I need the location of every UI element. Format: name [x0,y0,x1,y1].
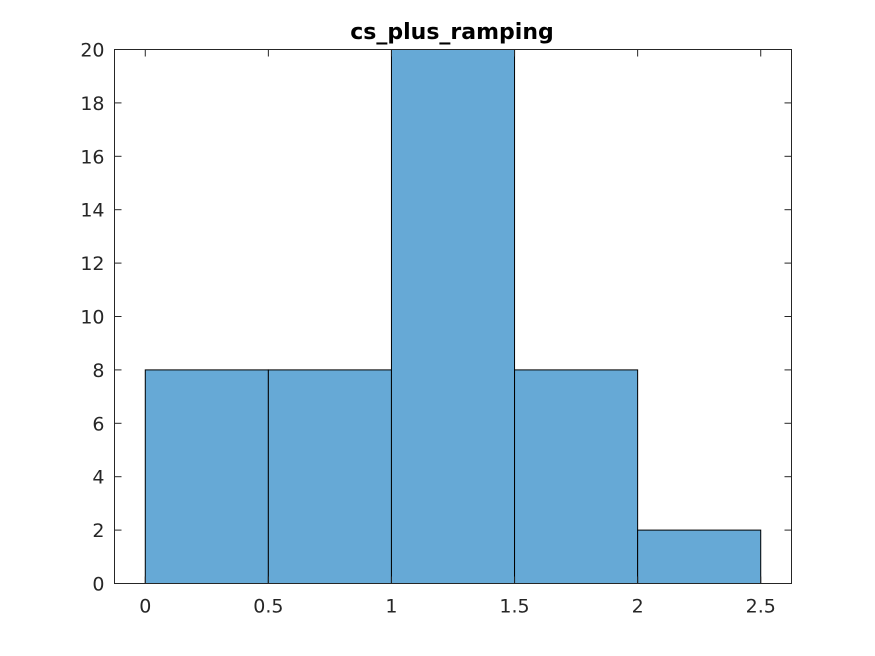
histogram-bar-3 [514,369,639,584]
y-tick-label-6: 12 [80,253,104,275]
histogram-bar-2 [390,49,516,584]
y-tick-label-7: 14 [80,200,104,222]
y-tick-label-1: 2 [92,520,104,542]
y-tick-labels: 0 2 4 6 8 10 12 14 16 18 20 [80,40,104,596]
x-tick-labels: 0 0.5 1 1.5 2 2.5 [139,596,776,618]
bars-group [144,49,762,584]
y-tick-label-2: 4 [92,467,104,489]
y-tick-label-5: 10 [80,307,104,329]
y-tick-label-3: 6 [92,413,104,435]
x-tick-label-0: 0 [139,596,151,618]
x-tick-label-3: 1.5 [499,596,529,618]
y-tick-label-4: 8 [92,360,104,382]
histogram-bar-4 [637,529,762,584]
histogram-bar-0 [144,369,269,584]
plot-area-frame [114,49,792,584]
x-tick-label-2: 1 [385,596,397,618]
y-tick-label-10: 20 [80,40,104,62]
x-tick-label-1: 0.5 [253,596,283,618]
x-tick-label-4: 2 [632,596,644,618]
chart-title: cs_plus_ramping [350,20,554,45]
x-tick-label-5: 2.5 [746,596,776,618]
histogram-bar-1 [267,369,392,584]
y-tick-label-9: 18 [80,93,104,115]
y-tick-label-8: 16 [80,146,104,168]
y-tick-label-0: 0 [92,574,104,596]
